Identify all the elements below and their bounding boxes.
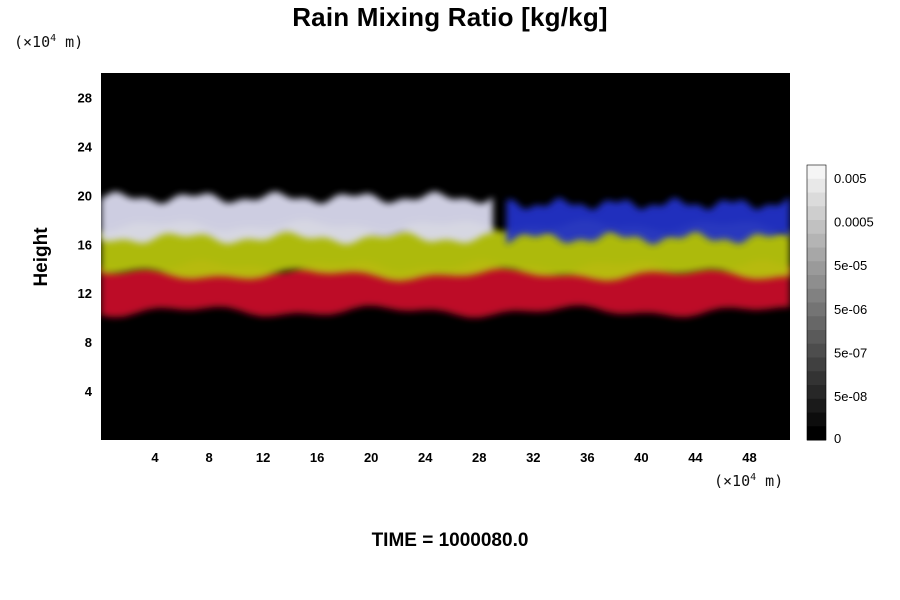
x-tick-label: 44 (688, 450, 703, 465)
y-tick-label: 28 (78, 90, 92, 105)
x-tick-label: 20 (364, 450, 378, 465)
x-tick-label: 32 (526, 450, 540, 465)
colorbar-step (807, 316, 826, 331)
x-tick-label: 8 (205, 450, 212, 465)
x-tick-label: 40 (634, 450, 648, 465)
colorbar-step (807, 220, 826, 235)
x-tick-label: 4 (151, 450, 159, 465)
x-tick-label: 16 (310, 450, 324, 465)
colorbar-step (807, 206, 826, 221)
colorbar-step (807, 398, 826, 413)
colorbar-label: 5e-05 (834, 258, 867, 273)
colorbar-step (807, 412, 826, 427)
colorbar-label: 0.0005 (834, 215, 874, 230)
x-tick-label: 28 (472, 450, 486, 465)
colorbar-ticks: 0.005 0.0005 5e-05 5e-06 5e-07 5e-08 0 (834, 171, 874, 446)
rain-layer-2 (101, 191, 493, 245)
colorbar-step (807, 165, 826, 180)
y-axis-ticks: 4 8 12 16 20 24 28 (78, 90, 93, 399)
colorbar-step (807, 192, 826, 207)
colorbar-step (807, 371, 826, 386)
y-tick-label: 8 (85, 335, 92, 350)
y-axis-unit: (×104 m) (14, 33, 84, 51)
x-tick-label: 48 (742, 450, 756, 465)
x-axis-unit: (×104 m) (714, 472, 784, 490)
colorbar-step (807, 426, 826, 441)
colorbar (806, 164, 827, 441)
colorbar-step (807, 330, 826, 345)
colorbar-step (807, 343, 826, 358)
x-tick-label: 24 (418, 450, 433, 465)
colorbar-step (807, 357, 826, 372)
colorbar-step (807, 178, 826, 193)
colorbar-label: 5e-07 (834, 345, 867, 360)
colorbar-step (807, 275, 826, 290)
rain-field (101, 191, 790, 318)
colorbar-step (807, 233, 826, 248)
colorbar-label: 5e-08 (834, 389, 867, 404)
x-tick-label: 36 (580, 450, 594, 465)
colorbar-label: 5e-06 (834, 302, 867, 317)
colorbar-step (807, 247, 826, 262)
x-tick-label: 12 (256, 450, 270, 465)
colorbar-step (807, 261, 826, 276)
y-tick-label: 24 (78, 139, 93, 154)
colorbar-label: 0 (834, 431, 841, 446)
x-axis-ticks: 4 8 12 16 20 24 28 32 36 40 44 48 (151, 450, 756, 465)
y-tick-label: 12 (78, 286, 92, 301)
colorbar-step (807, 288, 826, 303)
time-label: TIME = 1000080.0 (371, 530, 529, 551)
y-tick-label: 16 (78, 237, 92, 252)
colorbar-step (807, 385, 826, 400)
y-tick-label: 20 (78, 188, 92, 203)
chart-title: Rain Mixing Ratio [kg/kg] (292, 2, 608, 32)
colorbar-label: 0.005 (834, 171, 867, 186)
y-tick-label: 4 (85, 384, 93, 399)
rain-layer-3 (506, 197, 790, 245)
colorbar-frame (806, 164, 827, 441)
colorbar-step (807, 302, 826, 317)
